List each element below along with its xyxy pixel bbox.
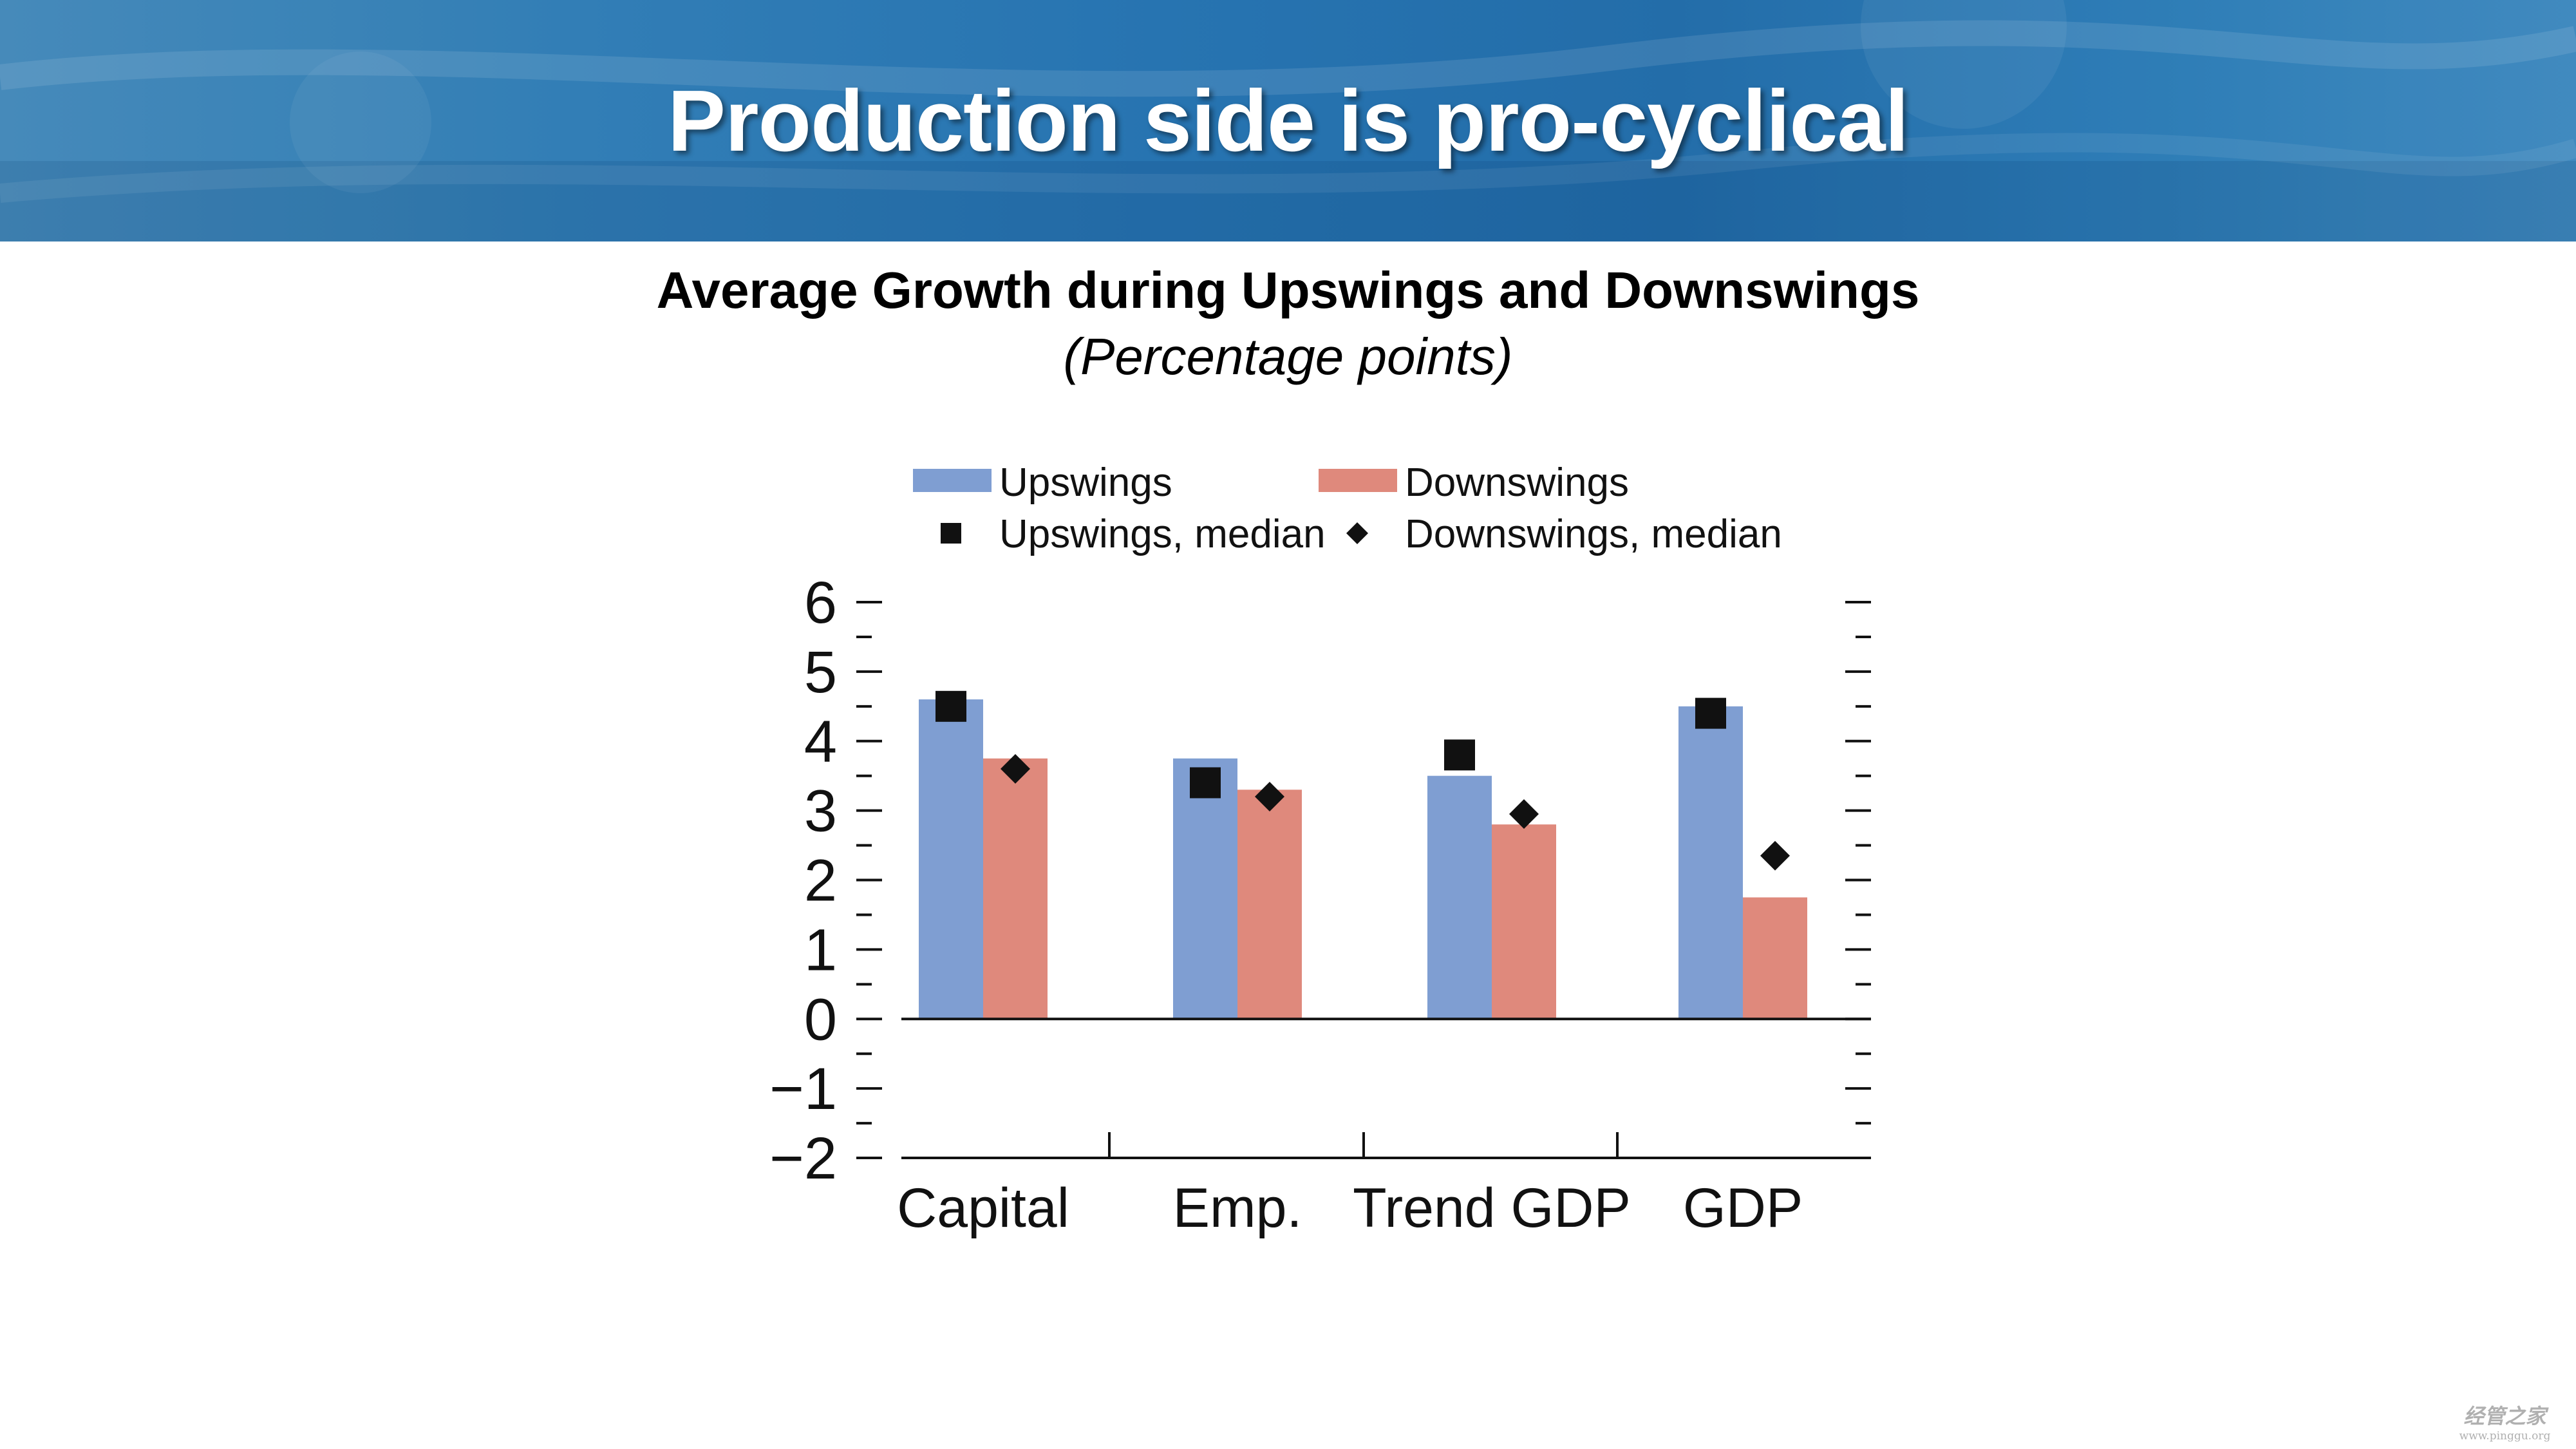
y-tick-label: 4 [804, 709, 837, 775]
legend-downswings-label: Downswings [1405, 460, 1629, 505]
marker-downswings-median-trend-gdp [1509, 799, 1539, 829]
bar-downswings-trend-gdp [1492, 824, 1556, 1019]
x-category-label: Trend GDP [1353, 1177, 1631, 1239]
x-category-label: GDP [1683, 1177, 1803, 1239]
watermark-logo: 经管之家 [2463, 1404, 2546, 1428]
legend-upswings-label: Upswings [999, 460, 1172, 505]
watermark-url: www.pinggu.org [2459, 1430, 2551, 1443]
y-tick-label: 3 [804, 779, 837, 844]
marker-downswings-median-capital [1001, 753, 1030, 784]
marker-upswings-median-emp- [1190, 767, 1221, 799]
legend-upswings-median-label: Upswings, median [999, 512, 1326, 556]
legend-upswings-median-swatch [941, 523, 961, 544]
header-banner: Production side is pro-cyclical [0, 0, 2576, 242]
marker-downswings-median-emp- [1255, 782, 1284, 812]
bar-upswings-capital [919, 699, 983, 1019]
bar-upswings-emp- [1173, 758, 1237, 1019]
y-tick-label: −2 [769, 1126, 837, 1191]
marker-upswings-median-gdp [1695, 697, 1726, 729]
banner-texture [0, 0, 2576, 242]
y-tick-label: 0 [804, 987, 837, 1052]
y-tick-label: 5 [804, 639, 837, 705]
watermark: 经管之家 www.pinggu.org [2445, 1400, 2564, 1443]
bar-downswings-gdp [1743, 897, 1807, 1019]
bar-upswings-gdp [1678, 706, 1743, 1019]
y-tick-label: 6 [804, 570, 837, 636]
legend-downswings-swatch [1319, 469, 1397, 492]
marker-upswings-median-trend-gdp [1444, 739, 1475, 771]
chart-title: Average Growth during Upswings and Downs… [656, 261, 1920, 319]
x-category-label: Capital [897, 1177, 1069, 1239]
legend-downswings-median-label: Downswings, median [1405, 512, 1782, 556]
legend-downswings-median-swatch [1346, 522, 1368, 544]
chart-subtitle: (Percentage points) [1063, 328, 1513, 385]
legend-upswings-swatch [913, 469, 992, 492]
bar-upswings-trend-gdp [1427, 775, 1492, 1019]
y-tick-label: 1 [804, 917, 837, 983]
y-tick-label: −1 [769, 1056, 837, 1122]
bar-downswings-capital [983, 758, 1048, 1019]
marker-upswings-median-capital [935, 690, 966, 722]
x-category-label: Emp. [1173, 1177, 1302, 1239]
slide-title: Production side is pro-cyclical [667, 72, 1909, 169]
marker-downswings-median-gdp [1760, 840, 1790, 871]
bar-downswings-emp- [1237, 790, 1302, 1019]
y-tick-label: 2 [804, 848, 837, 914]
